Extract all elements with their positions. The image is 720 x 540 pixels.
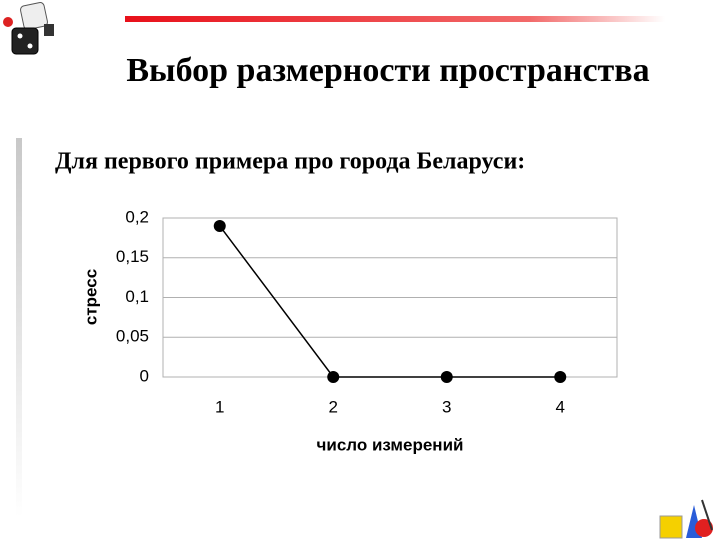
x-tick-label: 2	[329, 397, 338, 416]
y-tick-label: 0,2	[125, 207, 149, 226]
side-stripe	[16, 138, 22, 518]
y-tick-label: 0,1	[125, 287, 149, 306]
x-axis-label: число измерений	[317, 435, 464, 454]
line	[219, 225, 561, 378]
dice-icon	[3, 2, 54, 55]
y-tick-label: 0,15	[116, 247, 149, 266]
header-stripe	[125, 16, 665, 22]
point	[554, 371, 567, 383]
point	[213, 219, 226, 232]
slide-subtitle: Для первого примера про города Беларуси:	[55, 149, 525, 175]
point	[327, 371, 340, 383]
x-tick-label: 1	[215, 397, 224, 416]
slide-title: Выбор размерности пространства	[126, 52, 649, 89]
point	[440, 371, 453, 383]
y-tick-label: 0,05	[116, 327, 149, 346]
y-axis-label: стресс	[81, 269, 100, 325]
x-tick-label: 3	[442, 397, 451, 416]
y-tick-label: 0	[140, 366, 149, 385]
geometry-icon	[659, 499, 713, 539]
x-tick-label: 4	[556, 397, 565, 416]
